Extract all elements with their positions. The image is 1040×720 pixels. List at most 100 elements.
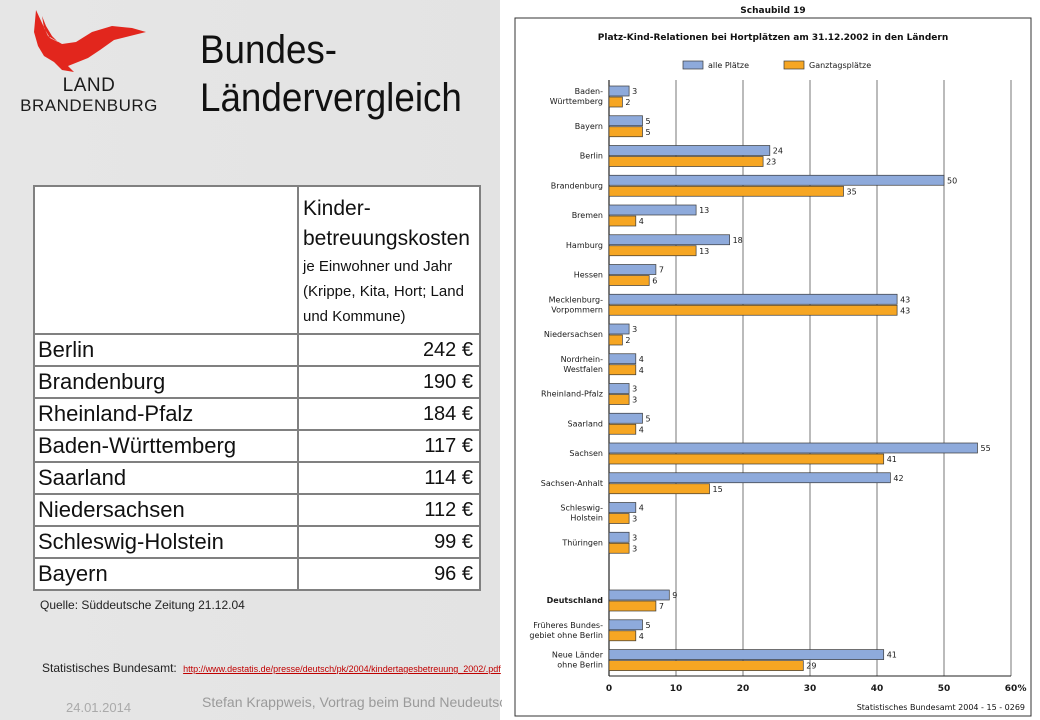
bar xyxy=(609,294,897,304)
category-label: Sachsen-Anhalt xyxy=(541,479,603,488)
legend-label: Ganztagsplätze xyxy=(809,61,871,70)
data-label: 41 xyxy=(887,651,897,660)
bar xyxy=(609,157,763,167)
bar xyxy=(609,543,629,553)
header-line-2: betreuungskosten xyxy=(303,224,475,254)
bar xyxy=(609,514,629,524)
x-unit-label: % xyxy=(1017,684,1026,694)
category-label: Berlin xyxy=(580,152,603,161)
table-row: Baden-Württemberg 117 € xyxy=(34,430,480,462)
category-label: gebiet ohne Berlin xyxy=(529,631,603,640)
header-line-5: und Kommune) xyxy=(303,304,475,329)
data-label: 50 xyxy=(947,176,957,185)
chart-panel: Schaubild 19 Platz-Kind-Relationen bei H… xyxy=(509,0,1040,720)
table-cell-land: Brandenburg xyxy=(34,366,298,398)
category-label: Nordrhein- xyxy=(561,355,604,364)
header-line-4: (Krippe, Kita, Hort; Land xyxy=(303,279,475,304)
category-label: Württemberg xyxy=(550,97,603,106)
table-cell-value: 190 € xyxy=(298,366,480,398)
category-label: Holstein xyxy=(570,514,603,523)
data-label: 13 xyxy=(699,247,709,256)
table-header-empty-cell xyxy=(34,186,298,334)
table-row: Bayern 96 € xyxy=(34,558,480,590)
x-tick-label: 60 xyxy=(1005,684,1018,694)
table-cell-value: 114 € xyxy=(298,462,480,494)
category-label: ohne Berlin xyxy=(557,661,603,670)
table-cell-land: Baden-Württemberg xyxy=(34,430,298,462)
bar xyxy=(609,631,636,641)
table-cell-land: Saarland xyxy=(34,462,298,494)
table-cell-value: 184 € xyxy=(298,398,480,430)
hort-places-chart: Schaubild 19 Platz-Kind-Relationen bei H… xyxy=(509,0,1040,720)
data-label: 3 xyxy=(632,515,637,524)
table-header-cell: Kinder- betreuungskosten je Einwohner un… xyxy=(298,186,480,334)
data-label: 5 xyxy=(646,128,651,137)
table-cell-value: 96 € xyxy=(298,558,480,590)
title-line-2: Ländervergleich xyxy=(200,74,467,122)
data-label: 3 xyxy=(632,396,637,405)
chart-header: Schaubild 19 xyxy=(740,6,805,16)
data-label: 2 xyxy=(625,336,630,345)
data-label: 18 xyxy=(733,236,743,245)
bar xyxy=(609,146,770,156)
bar xyxy=(609,473,890,483)
data-label: 6 xyxy=(652,277,657,286)
data-label: 2 xyxy=(625,98,630,107)
x-tick-label: 10 xyxy=(670,684,683,694)
bar xyxy=(609,365,636,375)
data-label: 43 xyxy=(900,295,910,304)
category-label: Hamburg xyxy=(566,241,603,250)
data-label: 42 xyxy=(893,474,903,483)
category-label: Hessen xyxy=(574,271,603,280)
destatis-link[interactable]: http://www.destatis.de/presse/deutsch/pk… xyxy=(183,664,501,674)
table-cell-land: Berlin xyxy=(34,334,298,366)
table-cell-value: 112 € xyxy=(298,494,480,526)
category-label: Früheres Bundes- xyxy=(533,621,603,630)
chart-credit: Statistisches Bundesamt 2004 - 15 - 0269 xyxy=(857,703,1025,712)
chart-title: Platz-Kind-Relationen bei Hortplätzen am… xyxy=(598,33,948,43)
bar xyxy=(609,413,643,423)
table-cell-land: Rheinland-Pfalz xyxy=(34,398,298,430)
table-cell-value: 99 € xyxy=(298,526,480,558)
eagle-icon xyxy=(14,6,164,76)
table-row: Schleswig-Holstein 99 € xyxy=(34,526,480,558)
table-cell-land: Niedersachsen xyxy=(34,494,298,526)
bar xyxy=(609,86,629,96)
page-title: Bundes- Ländervergleich xyxy=(200,26,467,122)
table-row: Brandenburg 190 € xyxy=(34,366,480,398)
data-label: 23 xyxy=(766,158,776,167)
footer-date: 24.01.2014 xyxy=(66,700,131,715)
bar xyxy=(609,620,643,630)
land-brandenburg-logo: LAND BRANDENBURG xyxy=(14,6,164,118)
data-label: 4 xyxy=(639,217,644,226)
table-cell-land: Bayern xyxy=(34,558,298,590)
table-cell-value: 117 € xyxy=(298,430,480,462)
table-row: Rheinland-Pfalz 184 € xyxy=(34,398,480,430)
source-destatis-prefix: Statistisches Bundesamt: xyxy=(42,661,177,675)
data-label: 15 xyxy=(713,485,723,494)
bar xyxy=(609,216,636,226)
category-label: Neue Länder xyxy=(552,651,604,660)
data-label: 4 xyxy=(639,504,644,513)
bar xyxy=(609,661,803,671)
bar xyxy=(609,484,710,494)
bar xyxy=(609,265,656,275)
table-row: Niedersachsen 112 € xyxy=(34,494,480,526)
x-tick-label: 0 xyxy=(606,684,612,694)
category-label: Sachsen xyxy=(569,449,603,458)
category-label: Westfalen xyxy=(563,365,603,374)
data-label: 9 xyxy=(672,591,677,600)
category-label: Brandenburg xyxy=(551,181,603,190)
bar xyxy=(609,335,622,345)
x-tick-label: 30 xyxy=(804,684,817,694)
data-label: 3 xyxy=(632,87,637,96)
data-label: 24 xyxy=(773,147,783,156)
source-note-destatis: Statistisches Bundesamt: http://www.dest… xyxy=(42,661,501,675)
data-label: 13 xyxy=(699,206,709,215)
bar xyxy=(609,503,636,513)
bar xyxy=(609,601,656,611)
bar xyxy=(609,235,730,245)
header-line-1: Kinder- xyxy=(303,194,475,224)
bar xyxy=(609,324,629,334)
data-label: 4 xyxy=(639,632,644,641)
